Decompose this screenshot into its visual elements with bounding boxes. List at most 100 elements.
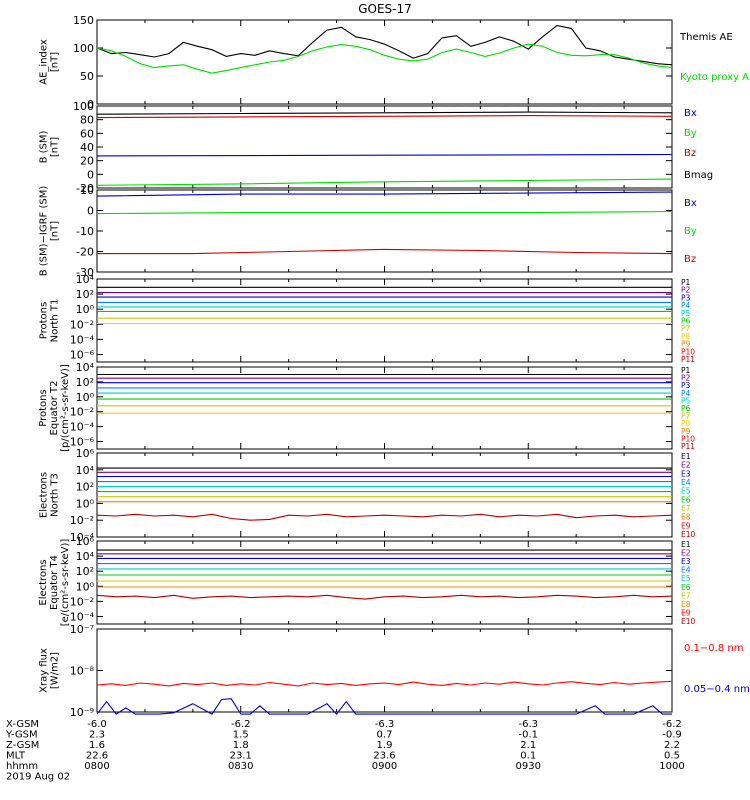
y-tick-label: 10⁶ xyxy=(76,535,95,548)
y-tick-label: 10⁻⁸ xyxy=(70,665,95,678)
x-axis-value: 1.8 xyxy=(233,740,249,751)
y-tick-label: 10⁻² xyxy=(70,318,94,331)
y-axis-label: [nT] xyxy=(50,52,61,72)
x-axis-value: 0800 xyxy=(84,761,109,772)
legend-entry: By xyxy=(684,226,697,237)
y-tick-label: 0 xyxy=(87,168,94,181)
panel-frame xyxy=(96,366,673,450)
y-axis-label: [p/(cm²-s-sr-keV)] xyxy=(60,364,71,452)
x-axis-value: 0900 xyxy=(372,761,397,772)
y-tick-label: 10⁴ xyxy=(76,550,95,563)
panel-ae: 0 50 100 150 AE_index [nT] Themis AE Kyoto prox… xyxy=(39,14,750,111)
y-axis-label: B (SM)−IGRF (SM) xyxy=(39,186,50,277)
legend-entry: E1 xyxy=(681,452,691,461)
legend-entry: E2 xyxy=(681,461,691,470)
legend-entry: P6 xyxy=(681,317,691,326)
legend-entry: Kyoto proxy AE xyxy=(680,72,750,83)
y-axis-label: Protons xyxy=(39,302,50,339)
y-axis-label: [W/m2] xyxy=(50,652,61,689)
y-tick-label: 40 xyxy=(80,141,94,154)
legend-entry: P5 xyxy=(681,309,691,318)
panel-bigrf: -30 -20 -10 0 10 B (SM)−IGRF (SM) [nT] Bx By Bz xyxy=(39,184,697,279)
y-tick-label: 10⁻⁴ xyxy=(70,531,95,544)
y-tick-label: 10⁻⁹ xyxy=(70,706,94,719)
legend-entry: P5 xyxy=(681,396,691,405)
y-tick-label: 10² xyxy=(76,376,94,389)
legend-entry: P6 xyxy=(681,404,691,413)
panel-frame xyxy=(96,105,673,189)
x-axis-value: -6.0 xyxy=(87,719,107,730)
y-tick-label: 100 xyxy=(73,42,94,55)
x-axis-row-label: Y-GSM xyxy=(5,730,38,741)
panel-frame xyxy=(96,189,673,273)
y-tick-label: 60 xyxy=(80,127,94,140)
legend-entry: E4 xyxy=(681,478,691,487)
legend-entry: E9 xyxy=(681,521,691,530)
x-axis-value: -0.1 xyxy=(518,730,538,741)
y-axis-label: North T3 xyxy=(50,473,61,517)
legend-entry: P11 xyxy=(681,442,695,451)
legend-entry: E4 xyxy=(681,566,691,575)
legend-entry: E1 xyxy=(681,540,691,549)
panel-pet2: 10⁴ 10² 10⁰ 10⁻² 10⁻⁴ 10⁻⁶ Protons Equator T2 [p… xyxy=(38,361,695,452)
legend-entry: E10 xyxy=(681,530,696,539)
series-line-bmag xyxy=(96,111,673,115)
y-tick-label: 10⁰ xyxy=(76,391,95,404)
panel-frame xyxy=(96,452,673,538)
legend-entry: P11 xyxy=(681,355,695,364)
legend-entry: By xyxy=(684,128,697,139)
legend-entry: P8 xyxy=(681,332,691,341)
y-tick-label: 10⁻² xyxy=(70,406,94,419)
series-line-by xyxy=(96,210,673,215)
x-axis-value: 0930 xyxy=(516,761,541,772)
x-axis-row-label: Z-GSM xyxy=(6,740,39,751)
y-axis-label: Protons xyxy=(38,389,49,426)
y-axis-label: AE_index xyxy=(39,39,50,85)
x-axis-value: 22.6 xyxy=(86,751,108,762)
y-tick-label: 100 xyxy=(73,100,94,113)
y-tick-label: 10⁻⁶ xyxy=(70,436,95,449)
y-axis-label: Electrons xyxy=(38,559,49,605)
y-axis-label: B (SM) xyxy=(39,130,50,163)
panel-frame xyxy=(96,278,673,363)
y-axis-label: [e/(cm²-s-sr-keV)] xyxy=(60,539,71,627)
legend-entry: P10 xyxy=(681,434,695,443)
y-axis-label: [nT] xyxy=(50,137,61,157)
y-tick-label: 10⁻⁷ xyxy=(70,623,94,636)
y-tick-label: 10⁴ xyxy=(76,361,95,374)
y-tick-label: 10² xyxy=(76,481,94,494)
y-tick-label: 20 xyxy=(80,155,94,168)
legend-entry: E10 xyxy=(681,617,696,626)
y-tick-label: 10⁴ xyxy=(76,273,95,286)
y-axis-label: North T1 xyxy=(50,299,61,343)
y-axis-label: Xray flux xyxy=(39,648,50,693)
legend-entry: E2 xyxy=(681,549,691,558)
series-line-e10 xyxy=(96,513,673,521)
x-axis-value: 23.1 xyxy=(230,751,252,762)
x-axis-row-label: MLT xyxy=(6,751,26,762)
legend-entry: P4 xyxy=(681,301,691,310)
legend-entry: P1 xyxy=(681,366,691,375)
x-axis-value: 2.3 xyxy=(89,730,105,741)
series-line-e10 xyxy=(96,594,673,600)
series-line-bz xyxy=(96,115,673,119)
y-tick-label: 10⁻⁴ xyxy=(70,333,95,346)
legend-entry: E3 xyxy=(681,557,691,566)
y-tick-label: -20 xyxy=(76,246,94,259)
y-axis-label: Equator T2 xyxy=(49,381,60,436)
y-tick-label: 10² xyxy=(76,565,94,578)
y-tick-label: -30 xyxy=(76,266,94,279)
legend-entry: E5 xyxy=(681,487,691,496)
legend-entry: E6 xyxy=(681,495,691,504)
x-axis-value: 0.7 xyxy=(377,730,393,741)
legend-entry: E3 xyxy=(681,469,691,478)
y-tick-label: 10⁻⁴ xyxy=(70,421,95,434)
y-axis-label: [nT] xyxy=(50,221,61,241)
y-axis-label: Electrons xyxy=(39,472,50,518)
legend-entry: P3 xyxy=(681,293,691,302)
series-line-bx xyxy=(96,153,673,157)
y-tick-label: 10⁻⁴ xyxy=(70,610,95,623)
legend-entry: 0.1−0.8 nm xyxy=(684,643,743,654)
legend-entry: Themis AE xyxy=(679,32,733,43)
